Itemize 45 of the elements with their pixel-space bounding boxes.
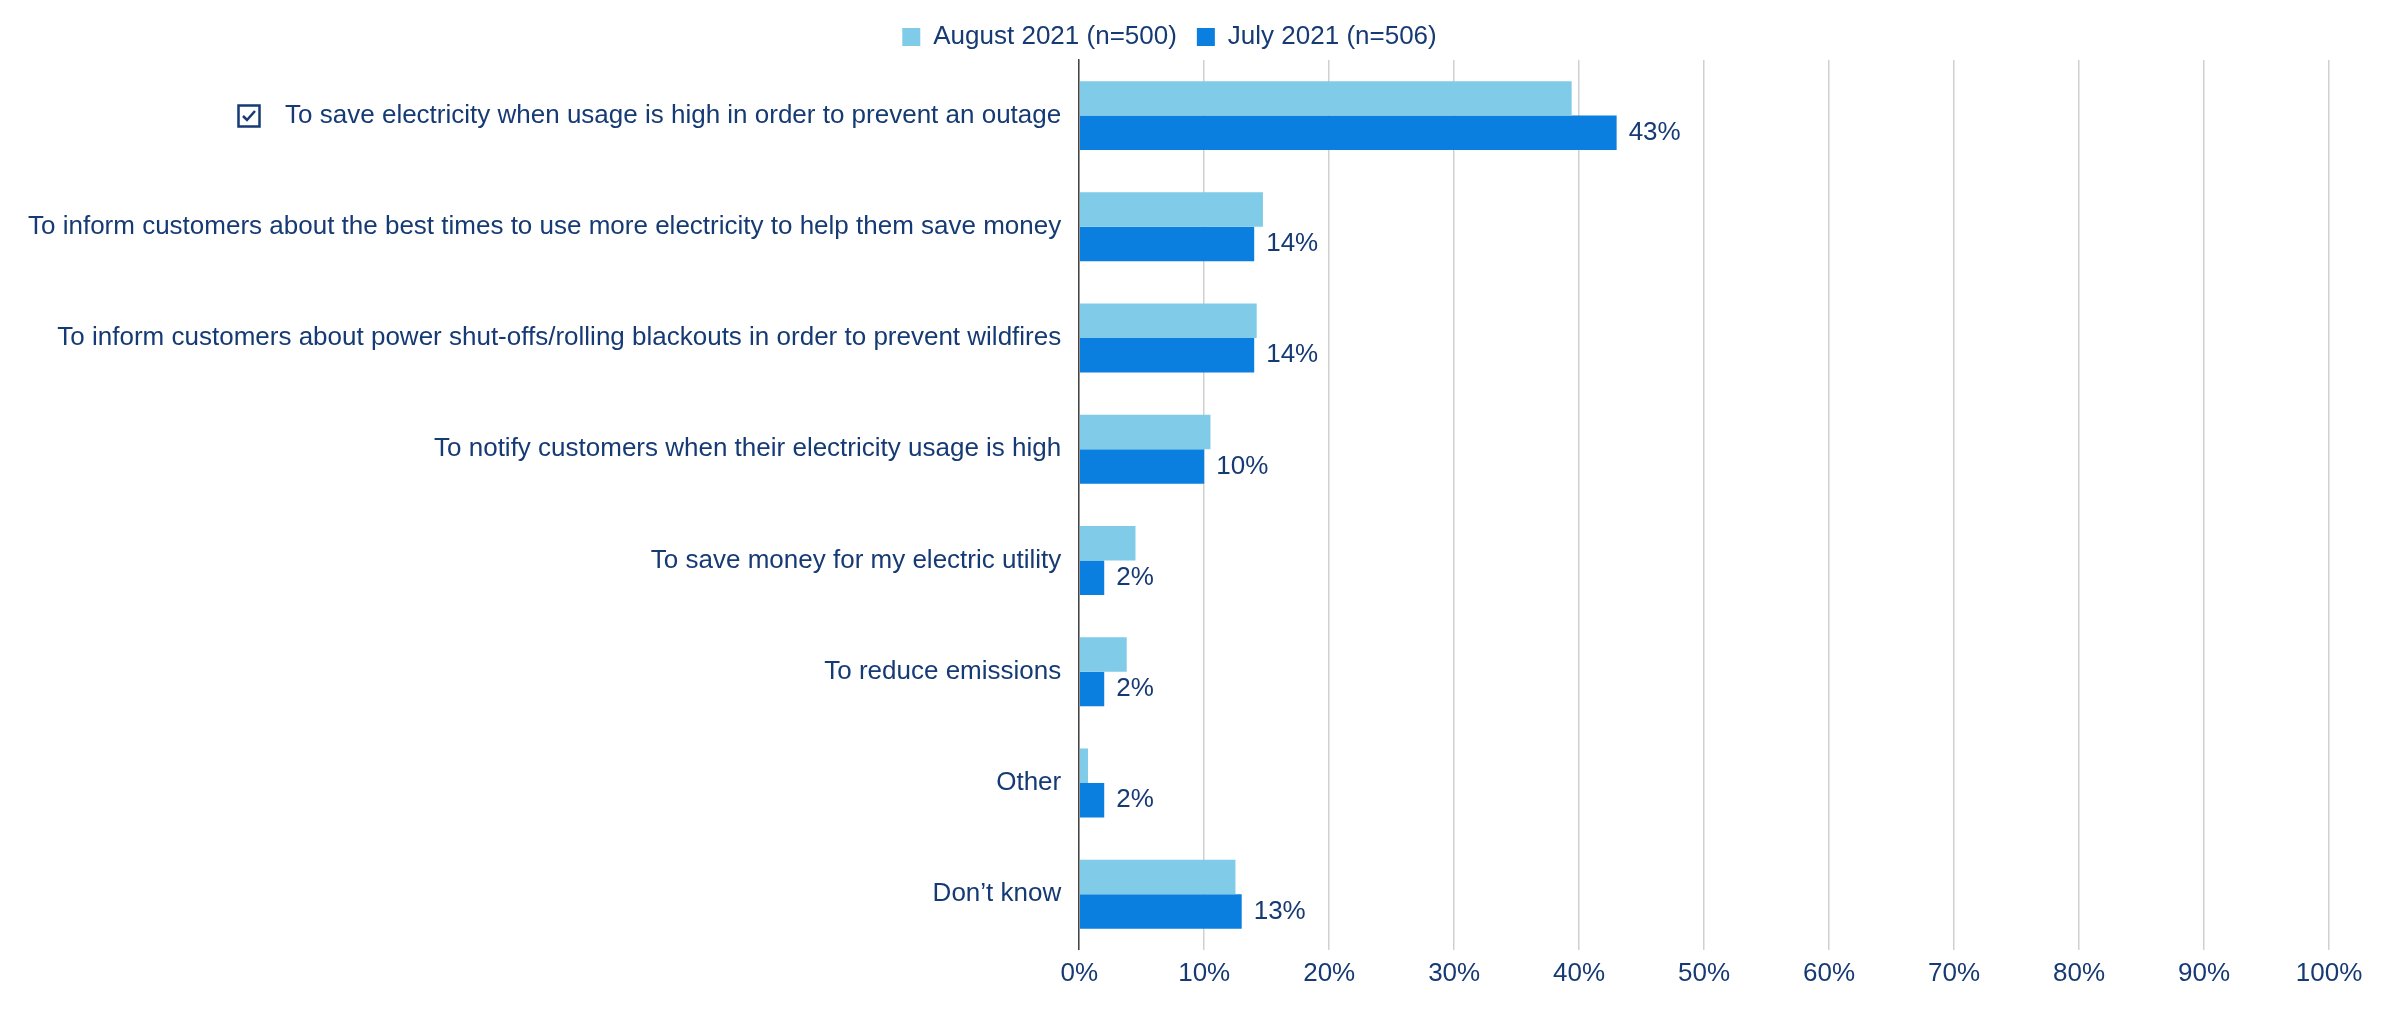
data-label: 2% [1116,783,1154,814]
bar [1079,226,1255,262]
data-label: 10% [1216,449,1269,480]
bar [1079,637,1127,672]
x-tick-label: 80% [2053,956,2106,987]
legend-label: July 2021 (n=506) [1227,20,1437,51]
bar [1079,338,1255,373]
bar [1079,782,1105,818]
bar [1079,81,1572,116]
y-tick-label: To inform customers about power shut-offs/rolling blackouts in order to prevent wildfires [57,321,1062,352]
bar [1079,526,1136,561]
bar [1079,671,1105,707]
bar [1079,859,1236,895]
y-tick-label: To notify customers when their electricity usage is high [434,432,1062,463]
data-label: 14% [1266,227,1319,258]
x-tick-label: 30% [1428,956,1481,987]
x-tick-label: 40% [1553,956,1606,987]
data-label: 43% [1628,116,1681,147]
bar [1079,748,1088,783]
bar [1079,560,1105,595]
x-tick-label: 70% [1928,956,1981,987]
x-tick-label: 100% [2295,956,2363,987]
x-tick-label: 90% [2178,956,2231,987]
bar [1079,894,1242,929]
data-label: 14% [1266,338,1319,369]
bar [1079,192,1263,227]
x-tick-label: 20% [1303,956,1356,987]
bar [1079,449,1205,484]
y-tick-label: To save money for my electric utility [650,543,1062,574]
bar [1079,115,1617,151]
y-tick-label: Other [996,766,1062,797]
y-tick-label: To reduce emissions [824,654,1062,685]
data-label: 2% [1116,560,1154,591]
data-label: 2% [1116,672,1154,703]
y-tick-label: To save electricity when usage is high in order to prevent an outage [285,98,1062,129]
x-tick-label: 50% [1678,956,1731,987]
bar [1079,414,1211,450]
y-tick-label: To inform customers about the best times to use more electricity to help them save money [28,210,1062,241]
legend-label: August 2021 (n=500) [933,20,1177,51]
y-tick-label: Don’t know [932,877,1062,908]
bar [1079,303,1257,339]
x-tick-label: 0% [1060,956,1099,987]
x-tick-label: 10% [1178,956,1231,987]
x-tick-label: 60% [1803,956,1856,987]
data-label: 13% [1253,894,1306,925]
